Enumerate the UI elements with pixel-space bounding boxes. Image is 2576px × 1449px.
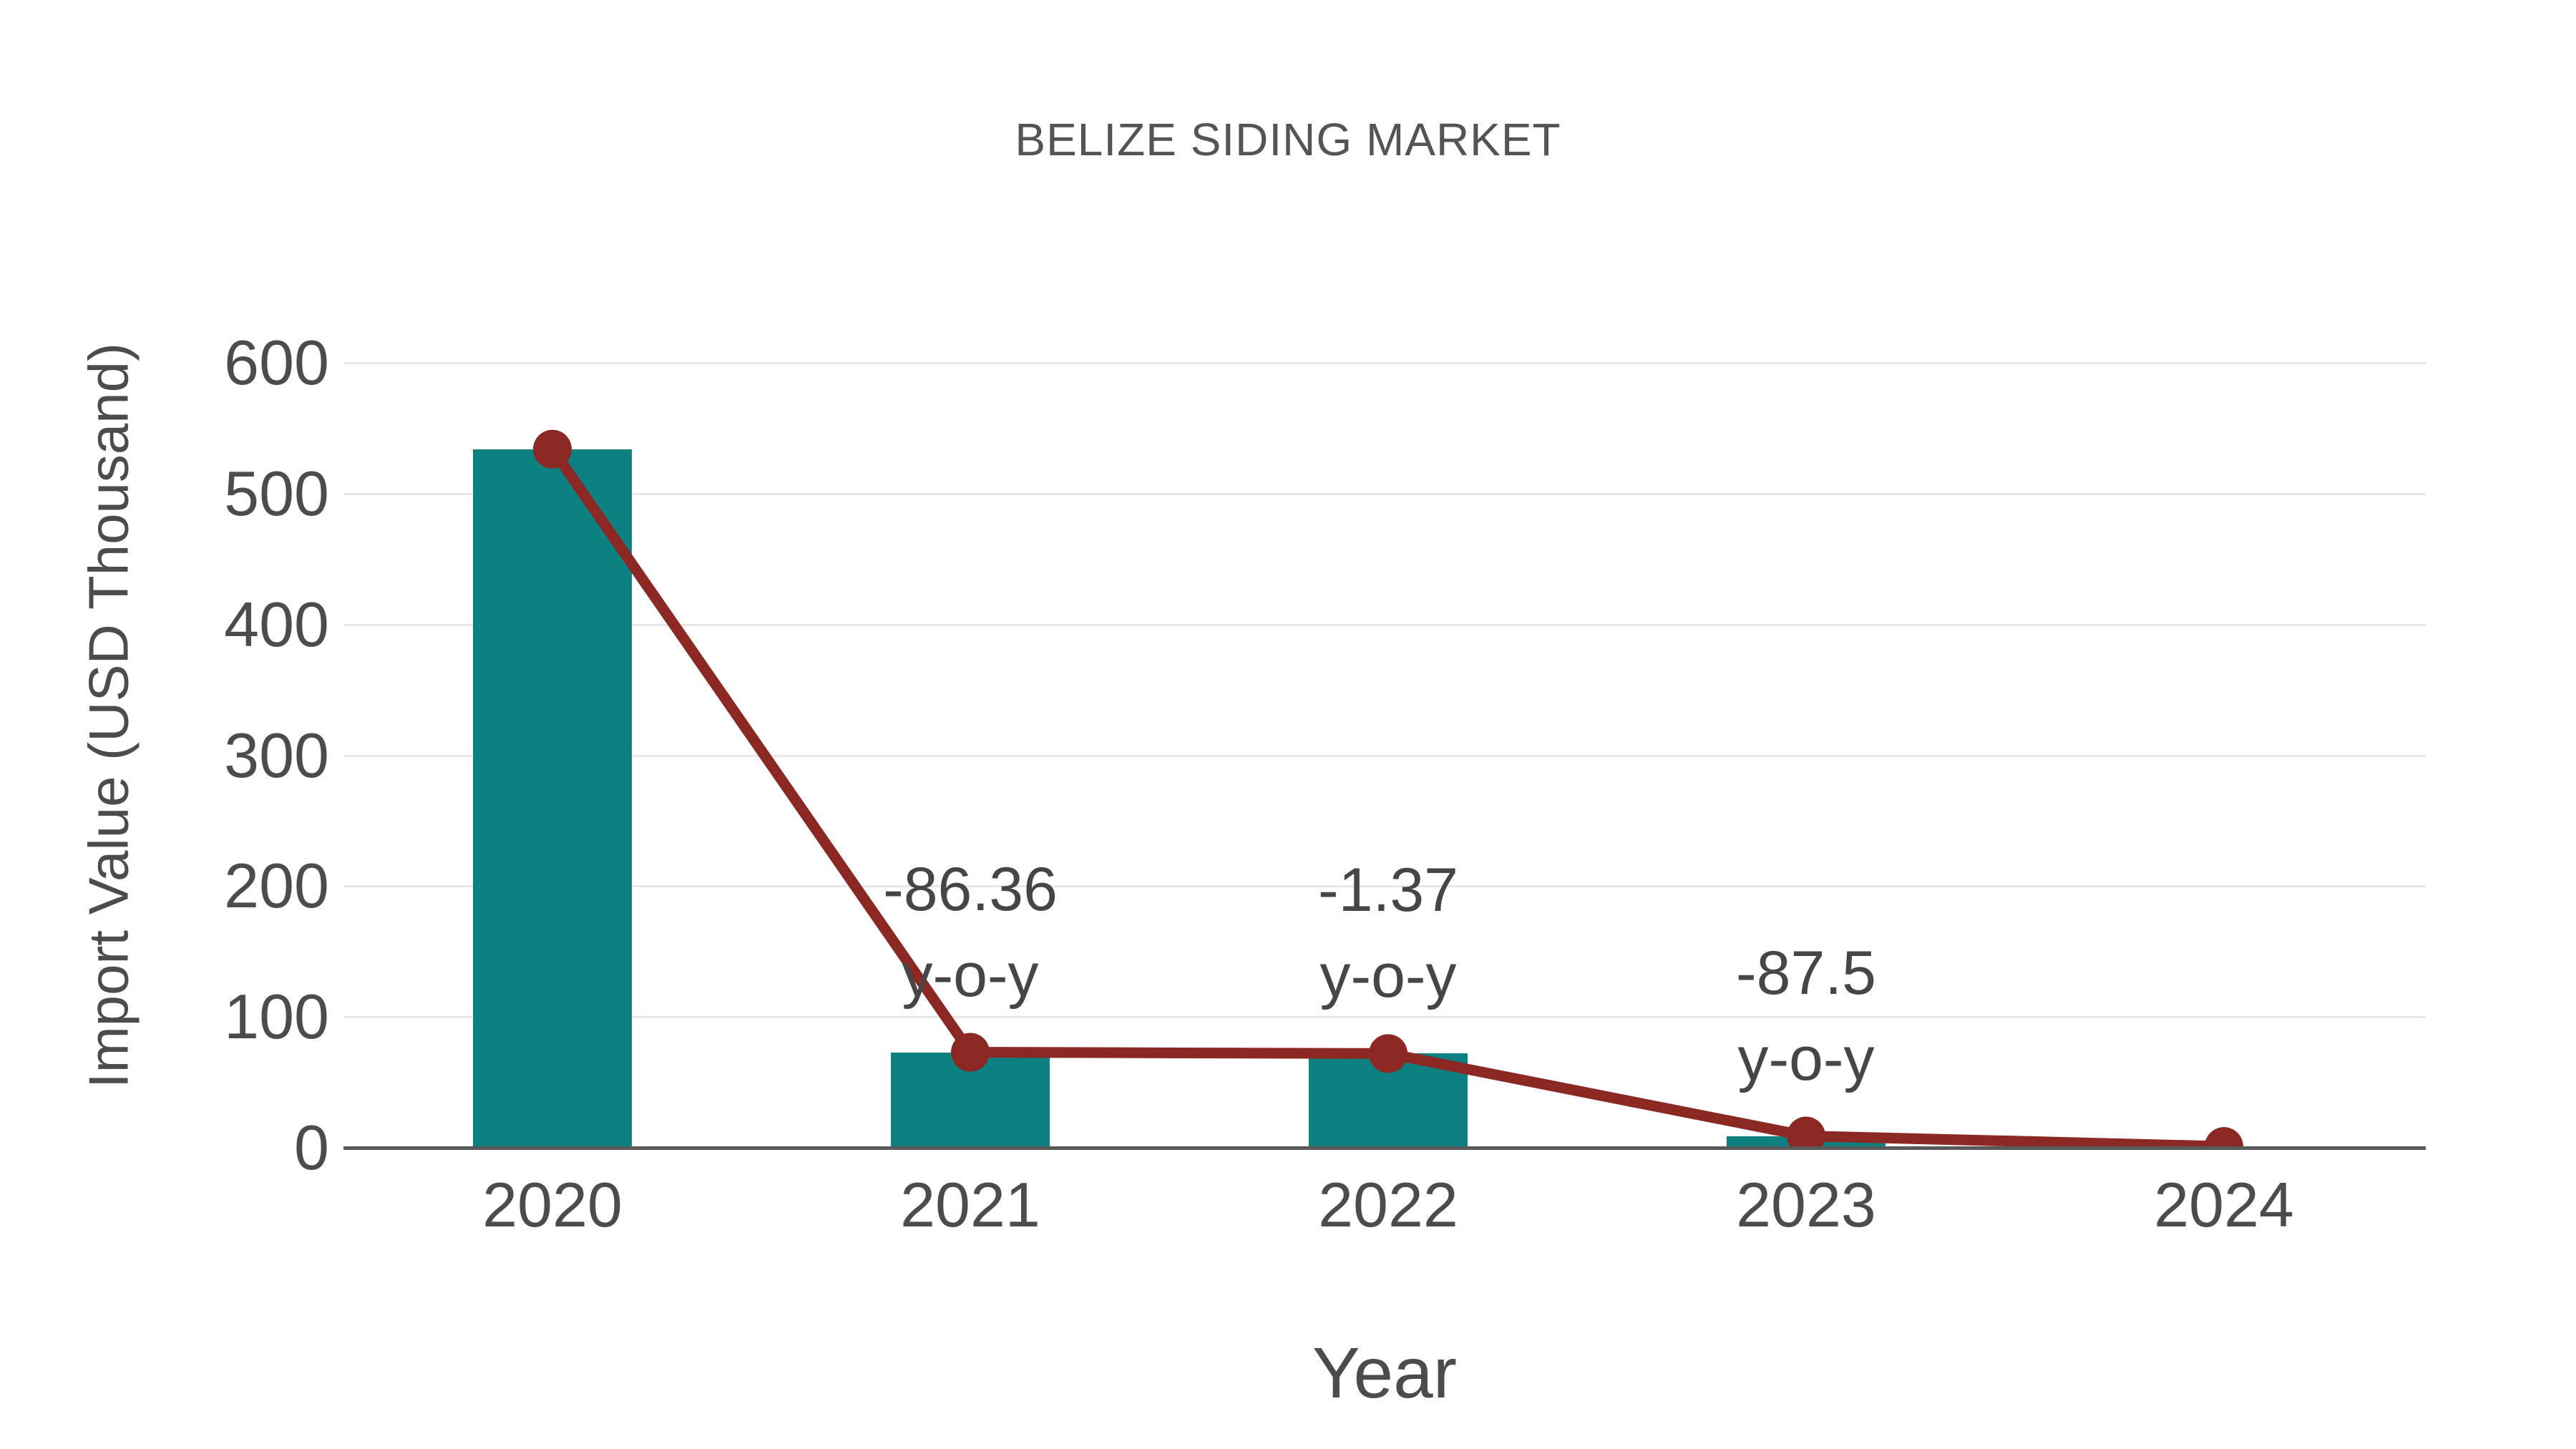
gridline-500 <box>343 492 2426 495</box>
y-tick-label-200: 200 <box>224 850 329 922</box>
line-marker-2022 <box>1369 1034 1407 1073</box>
x-axis-line <box>343 1146 2426 1150</box>
y-tick-label-100: 100 <box>224 981 329 1053</box>
gridline-400 <box>343 623 2426 626</box>
y-tick-label-400: 400 <box>224 588 329 660</box>
chart-title: BELIZE SIDING MARKET <box>1015 114 1561 165</box>
annotation-2022: -1.37 y-o-y <box>1318 847 1458 1019</box>
gridline-600 <box>343 362 2426 364</box>
gridline-200 <box>343 885 2426 888</box>
line-series-group <box>533 429 2243 1149</box>
y-tick-label-300: 300 <box>224 719 329 791</box>
annotation-2021: -86.36 y-o-y <box>883 847 1058 1018</box>
annotation-suffix-2021: y-o-y <box>902 940 1039 1010</box>
annotation-value-2021: -86.36 <box>883 854 1058 924</box>
annotation-suffix-2022: y-o-y <box>1319 942 1457 1011</box>
line-marker-2021 <box>951 1033 990 1072</box>
line-marker-2024 <box>2205 1127 2243 1149</box>
line-marker-2023 <box>1787 1116 1825 1149</box>
x-axis-title: Year <box>1312 1333 1458 1413</box>
annotation-suffix-2023: y-o-y <box>1737 1024 1875 1093</box>
x-tick-label-2024: 2024 <box>2154 1169 2294 1240</box>
annotation-value-2022: -1.37 <box>1317 856 1459 925</box>
x-tick-label-2020: 2020 <box>482 1169 623 1240</box>
x-tick-label-2023: 2023 <box>1736 1169 1876 1240</box>
y-tick-label-0: 0 <box>294 1112 329 1183</box>
y-tick-label-600: 600 <box>224 327 329 398</box>
gridline-100 <box>343 1016 2426 1019</box>
gridline-300 <box>343 754 2426 757</box>
annotation-value-2023: -87.5 <box>1735 938 1877 1008</box>
annotation-2023: -87.5 y-o-y <box>1736 930 1876 1102</box>
line-marker-2020 <box>533 429 572 469</box>
x-tick-label-2022: 2022 <box>1318 1169 1458 1240</box>
x-tick-label-2021: 2021 <box>900 1169 1040 1240</box>
y-tick-label-500: 500 <box>224 457 329 529</box>
bar-2020 <box>473 449 632 1148</box>
